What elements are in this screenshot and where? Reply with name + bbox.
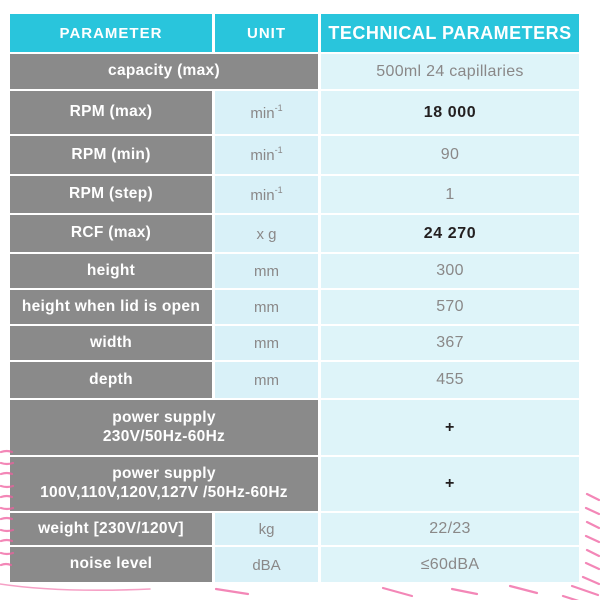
param-cell: height	[10, 254, 212, 288]
unit-text: min	[250, 186, 275, 204]
table-row: height mm 300	[10, 254, 579, 288]
value-cell: 24 270	[321, 215, 579, 252]
unit-cell: mm	[215, 290, 318, 324]
value-cell: 1	[321, 176, 579, 213]
param-cell: RCF (max)	[10, 215, 212, 252]
header-unit: UNIT	[215, 14, 318, 52]
param-cell: RPM (step)	[10, 176, 212, 213]
unit-cell: mm	[215, 254, 318, 288]
table-row: power supply 100V,110V,120V,127V /50Hz-6…	[10, 457, 579, 511]
unit-text: mm	[254, 299, 279, 316]
value-cell: 90	[321, 136, 579, 174]
table-row: RCF (max) x g 24 270	[10, 215, 579, 252]
unit-cell: x g	[215, 215, 318, 252]
param-cell: depth	[10, 362, 212, 398]
value-cell: 570	[321, 290, 579, 324]
param-cell: power supply 100V,110V,120V,127V /50Hz-6…	[10, 457, 318, 511]
unit-superscript: -1	[274, 145, 283, 155]
unit-cell: dBA	[215, 547, 318, 582]
header-parameter: PARAMETER	[10, 14, 212, 52]
unit-text: min	[250, 104, 275, 122]
table-row: RPM (max) min-1 18 000	[10, 91, 579, 134]
value-cell: 455	[321, 362, 579, 398]
table-row: depth mm 455	[10, 362, 579, 398]
param-cell: power supply 230V/50Hz-60Hz	[10, 400, 318, 455]
table-row: width mm 367	[10, 326, 579, 360]
technical-parameters-table: PARAMETER UNIT TECHNICAL PARAMETERS capa…	[7, 12, 582, 584]
value-cell: +	[321, 457, 579, 511]
table-body: capacity (max) 500ml 24 capillaries RPM (m…	[10, 54, 579, 582]
unit-cell: mm	[215, 326, 318, 360]
unit-cell: min-1	[215, 136, 318, 174]
value-cell: 18 000	[321, 91, 579, 134]
table-row: RPM (step) min-1 1	[10, 176, 579, 213]
table-row: capacity (max) 500ml 24 capillaries	[10, 54, 579, 89]
table-row: RPM (min) min-1 90	[10, 136, 579, 174]
table-row: power supply 230V/50Hz-60Hz +	[10, 400, 579, 455]
unit-text: dBA	[252, 556, 281, 574]
unit-text: x g	[256, 225, 277, 243]
unit-cell: mm	[215, 362, 318, 398]
unit-cell: min-1	[215, 176, 318, 213]
header-technical-parameters: TECHNICAL PARAMETERS	[321, 14, 579, 52]
unit-cell: min-1	[215, 91, 318, 134]
value-cell: 500ml 24 capillaries	[321, 54, 579, 89]
unit-cell: kg	[215, 513, 318, 545]
unit-text: mm	[254, 372, 279, 389]
value-cell: +	[321, 400, 579, 455]
param-cell: capacity (max)	[10, 54, 318, 89]
table-row: height when lid is open mm 570	[10, 290, 579, 324]
table-row: weight [230V/120V] kg 22/23	[10, 513, 579, 545]
param-cell: width	[10, 326, 212, 360]
unit-superscript: -1	[274, 184, 283, 195]
table-header: PARAMETER UNIT TECHNICAL PARAMETERS	[10, 14, 579, 52]
value-cell: ≤60dBA	[321, 547, 579, 582]
param-cell: noise level	[10, 547, 212, 582]
param-cell: RPM (min)	[10, 136, 212, 174]
unit-superscript: -1	[274, 102, 283, 113]
param-cell: weight [230V/120V]	[10, 513, 212, 545]
table-row: noise level dBA ≤60dBA	[10, 547, 579, 582]
unit-text: mm	[254, 263, 279, 280]
header-row: PARAMETER UNIT TECHNICAL PARAMETERS	[10, 14, 579, 52]
unit-text: min	[250, 147, 275, 164]
unit-text: mm	[254, 335, 279, 352]
value-cell: 367	[321, 326, 579, 360]
value-cell: 300	[321, 254, 579, 288]
param-cell: RPM (max)	[10, 91, 212, 134]
value-cell: 22/23	[321, 513, 579, 545]
unit-text: kg	[258, 521, 275, 538]
param-cell: height when lid is open	[10, 290, 212, 324]
